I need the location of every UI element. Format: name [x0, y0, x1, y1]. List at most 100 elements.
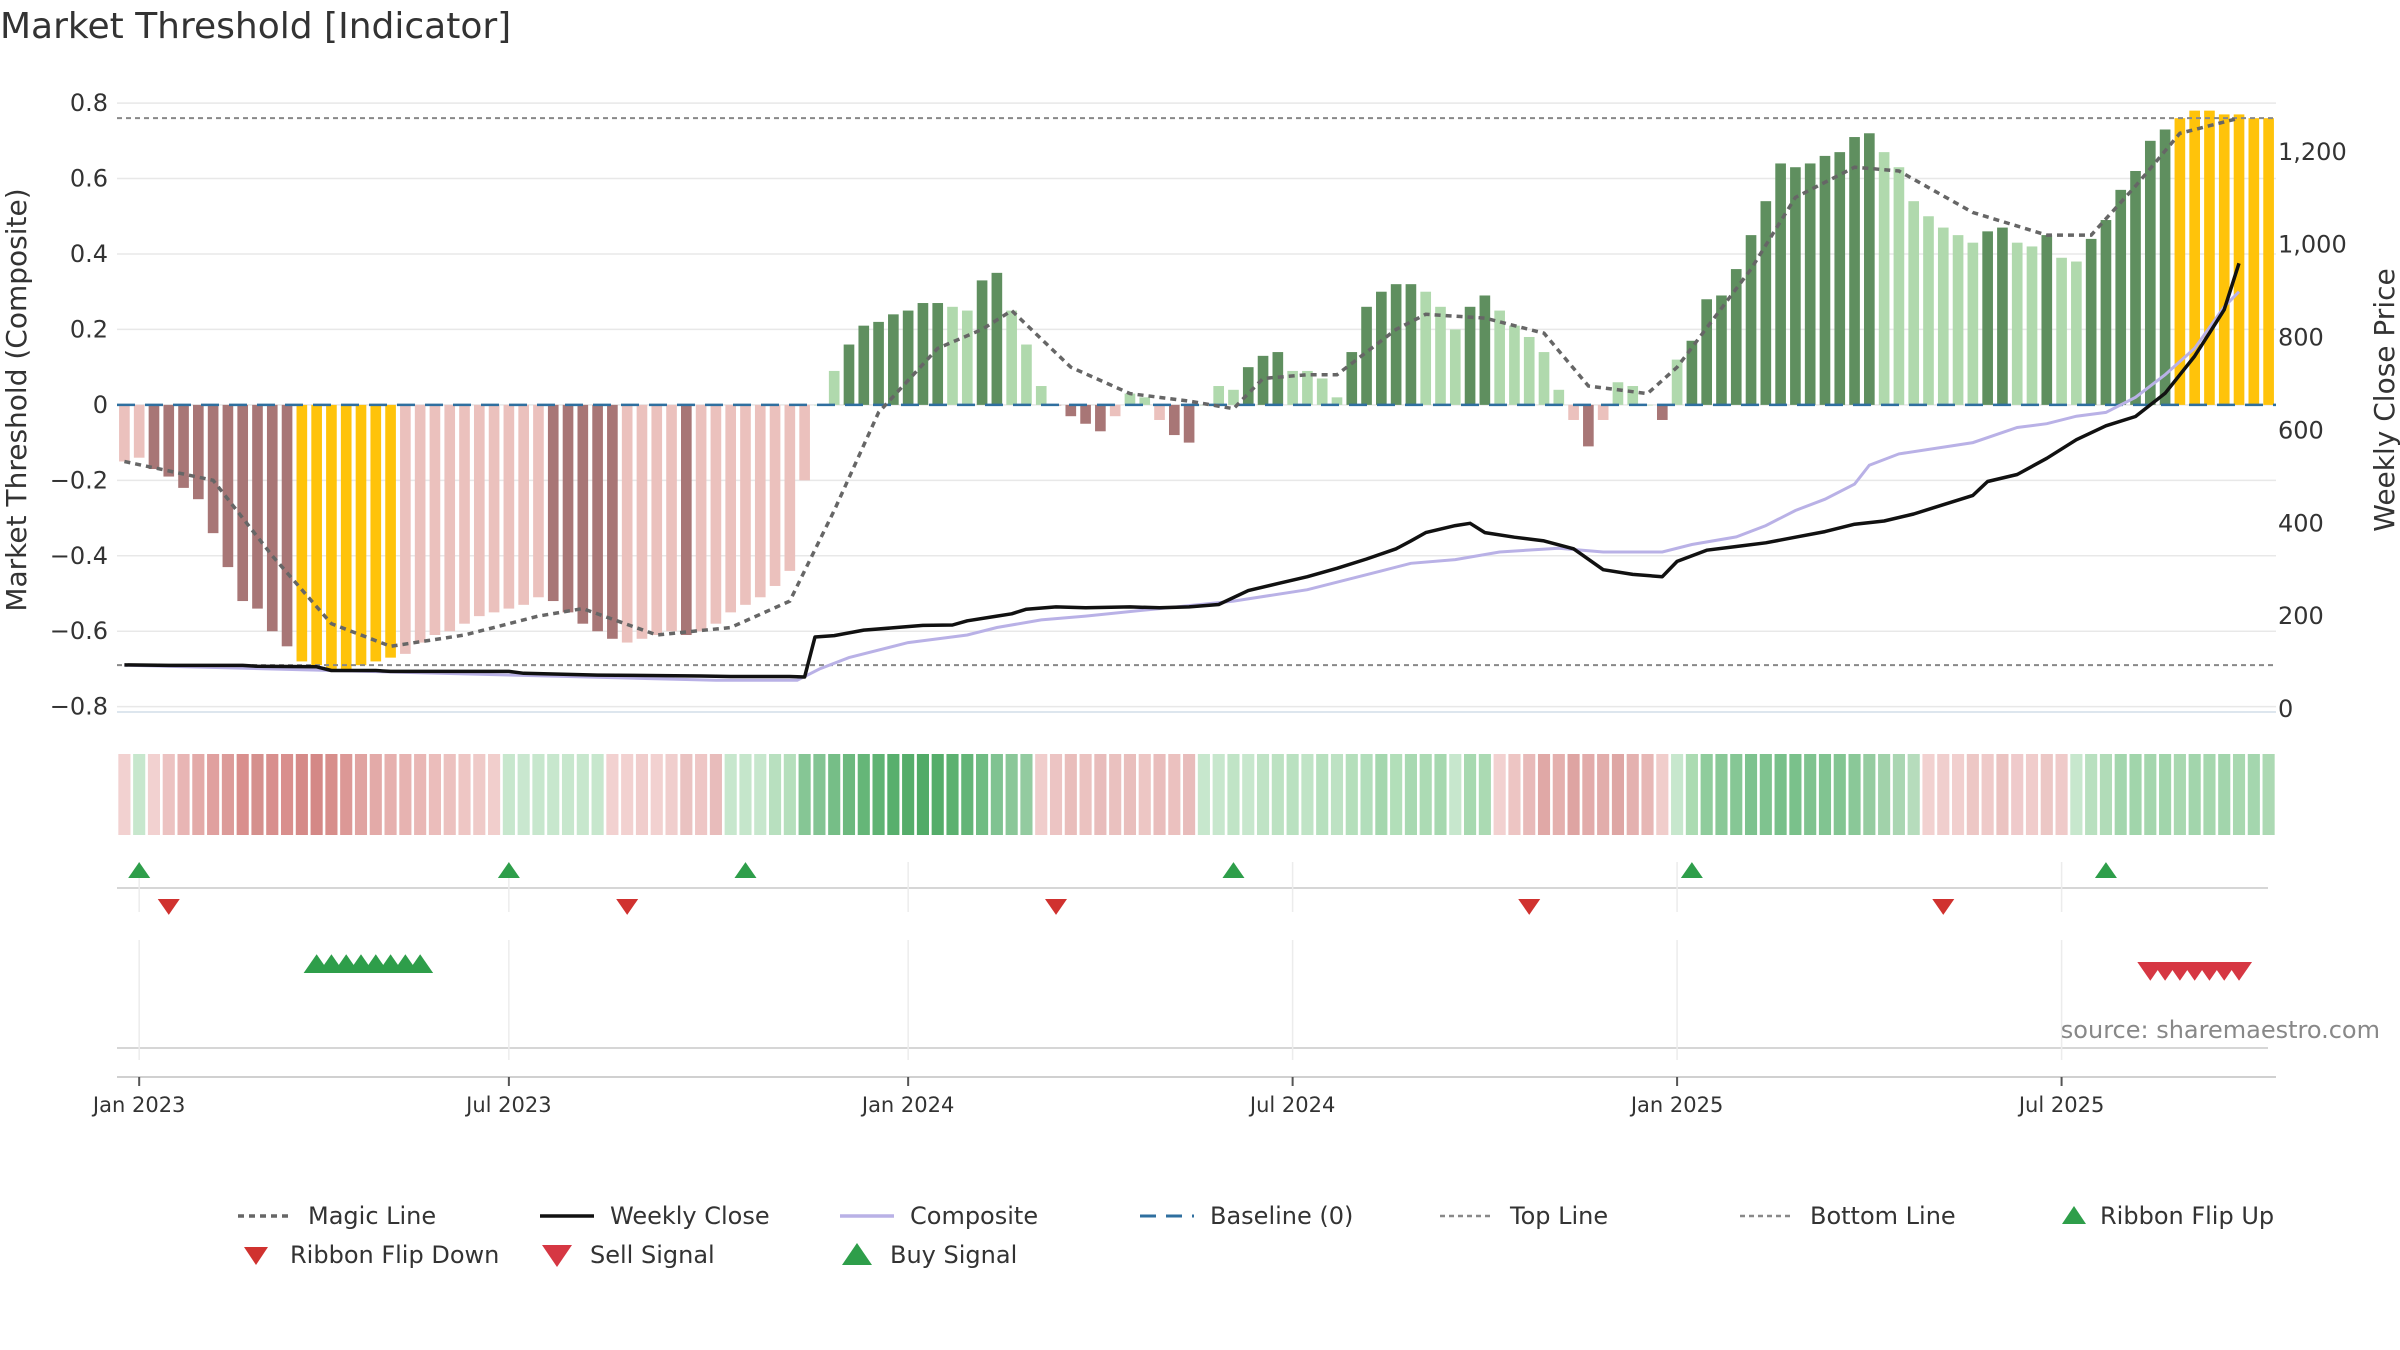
ribbon-cell [147, 754, 161, 835]
ribbon-cell [1271, 754, 1284, 835]
ribbon-cell [488, 754, 501, 835]
composite-bar [873, 321, 884, 405]
composite-bar [1642, 404, 1653, 406]
x-axis: Jan 2023 Jul 2023 Jan 2024 Jul 2024 Jan 2025… [91, 1076, 2276, 1117]
composite-bar [1435, 306, 1446, 405]
composite-bar [444, 404, 456, 632]
composite-bar [1834, 152, 1846, 405]
ribbon-cell [1523, 754, 1536, 835]
ribbon-cell [976, 754, 989, 835]
ribbon-cell [369, 754, 382, 835]
y-axis-right: 1,200 1,000 800 600 400 200 0 [2278, 138, 2347, 723]
ribbon-cell [1138, 754, 1151, 835]
ribbon-flip-up-marker [2094, 862, 2117, 878]
composite-bar [488, 404, 500, 613]
composite-bar [1006, 310, 1017, 405]
composite-bar [1449, 329, 1461, 405]
y-tick-label: 0.6 [70, 165, 108, 193]
composite-bar [2159, 129, 2171, 405]
ribbon-cell [1537, 754, 1551, 835]
ribbon-cell [2144, 754, 2157, 835]
composite-bar [1775, 163, 1786, 405]
composite-bar [740, 404, 751, 605]
ribbon-cell [1700, 754, 1713, 835]
composite-bar [1553, 389, 1565, 405]
ribbon-cell [1301, 754, 1314, 835]
ribbon-cell [1656, 754, 1669, 835]
signal-panels [117, 862, 2268, 1060]
ribbon-flip-down-marker [157, 899, 180, 915]
ribbon-cell [576, 754, 589, 835]
ribbon-cell [384, 754, 397, 835]
ribbon-flip-up-marker [1680, 862, 1703, 878]
composite-bar [1287, 370, 1298, 405]
ribbon-cell [1123, 754, 1137, 835]
ribbon-cell [1922, 754, 1935, 835]
ribbon-cell [635, 754, 649, 835]
composite-bar [2026, 246, 2038, 405]
ribbon-cell [1789, 754, 1802, 835]
composite-bar [222, 404, 234, 568]
composite-bar [1464, 306, 1476, 405]
ribbon-cell [946, 754, 959, 835]
x-tick-label: Jan 2024 [860, 1093, 955, 1117]
x-tick-label: Jul 2024 [1248, 1093, 1335, 1117]
composite-bar [533, 404, 544, 598]
composite-bar [1597, 404, 1609, 420]
ribbon-flip-down-marker [1932, 899, 1955, 915]
ribbon-cell [2247, 754, 2260, 835]
ribbon-cell [1404, 754, 1417, 835]
composite-bar [2011, 242, 2023, 405]
composite-bar [1849, 137, 1860, 405]
composite-bar [828, 370, 840, 405]
composite-bar [1790, 167, 1801, 405]
composite-bar [1612, 382, 1624, 405]
ribbon-cell [1611, 754, 1625, 835]
ribbon-cell [1597, 754, 1610, 835]
composite-bar [503, 404, 515, 609]
ribbon-cell [2070, 754, 2083, 835]
ribbon-cell [1419, 754, 1432, 835]
ribbon-cell [221, 754, 234, 835]
composite-bar [858, 325, 870, 405]
ribbon-cell [1863, 754, 1876, 835]
composite-bar [1671, 359, 1683, 405]
composite-bar [754, 404, 766, 598]
ribbon-cell [428, 754, 441, 835]
composite-bar [577, 404, 589, 624]
ribbon-cell [177, 754, 190, 835]
composite-bar [1760, 201, 1772, 405]
composite-bar [1346, 352, 1358, 405]
ribbon-cell [768, 754, 782, 835]
composite-bar [163, 404, 175, 477]
composite-bar [1893, 167, 1905, 405]
composite-bar [237, 404, 249, 602]
ribbon-cell [754, 754, 767, 835]
ribbon-flip-up-marker [128, 862, 151, 878]
ribbon-cell [1685, 754, 1698, 835]
composite-bar [281, 404, 293, 647]
ribbon-cell [1212, 754, 1225, 835]
legend-item-bottom: Bottom Line [1740, 1202, 1956, 1230]
composite-bar [1316, 378, 1328, 405]
ribbon-cell [1626, 754, 1639, 835]
composite-bar [1302, 370, 1313, 405]
ribbon-cell [1715, 754, 1728, 835]
composite-bar [1701, 299, 1712, 405]
ribbon-cell [1286, 754, 1299, 835]
ribbon-flip-up-marker [497, 862, 520, 878]
composite-bar [917, 303, 929, 405]
legend-label: Magic Line [308, 1202, 436, 1230]
ribbon-cell [1759, 754, 1772, 835]
composite-bar [1035, 386, 1047, 405]
x-tick-label: Jul 2025 [2017, 1093, 2104, 1117]
composite-bar [252, 404, 263, 609]
ribbon-cell [443, 754, 456, 835]
y-tick-label: 0.4 [70, 240, 108, 268]
ribbon-cell [1197, 754, 1210, 835]
composite-bar [1420, 291, 1432, 405]
composite-bar [784, 404, 796, 571]
ribbon-cell [2099, 754, 2113, 835]
composite-bar [725, 404, 737, 613]
composite-bar [355, 404, 367, 666]
